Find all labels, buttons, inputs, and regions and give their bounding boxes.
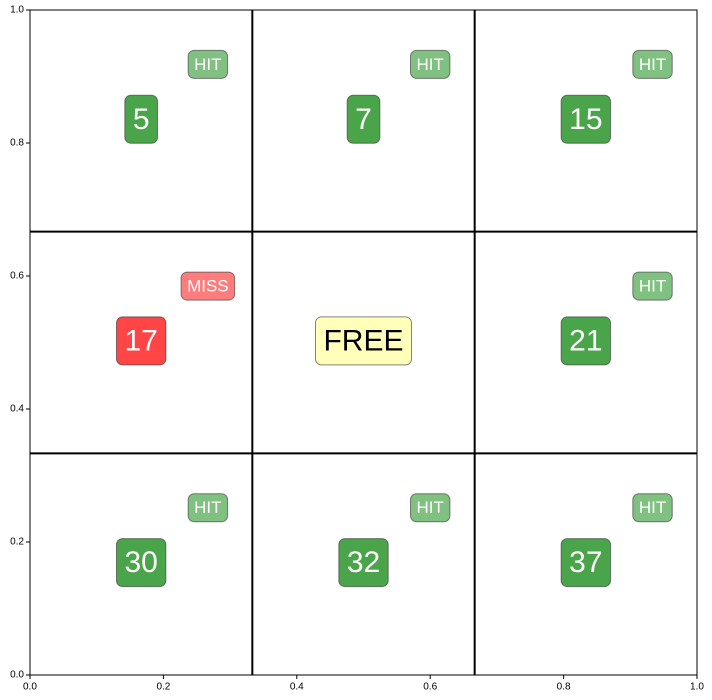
cell-number: 30 <box>124 546 157 579</box>
badge-box <box>560 538 612 588</box>
cell: 32 HIT <box>338 493 451 588</box>
badge-box <box>314 316 413 366</box>
status-label: HIT <box>417 55 444 74</box>
cell-number: 21 <box>569 324 602 357</box>
badge-box <box>338 538 389 588</box>
badge-box <box>346 94 381 144</box>
badge-box <box>124 94 159 144</box>
status-label: MISS <box>187 277 229 296</box>
x-tick-label: 0.2 <box>156 682 170 693</box>
badge-box <box>632 493 673 523</box>
badge-box <box>632 271 673 301</box>
cell: 5 HIT <box>124 49 229 144</box>
status-label: HIT <box>639 277 666 296</box>
cell-number: FREE <box>323 324 403 357</box>
status-label: HIT <box>194 55 221 74</box>
cell-number: 37 <box>569 546 602 579</box>
badge-box <box>187 49 229 79</box>
cell: 37 HIT <box>560 493 673 588</box>
cell-number: 17 <box>124 324 157 357</box>
badge-box <box>410 493 451 523</box>
y-tick-label: 0.2 <box>10 537 24 548</box>
badge-box <box>187 493 229 523</box>
badge-box <box>115 316 167 366</box>
plot-frame <box>29 9 698 676</box>
y-tick-label: 0.0 <box>10 670 24 681</box>
cell-number: 7 <box>355 103 372 136</box>
x-tick-label: 0.4 <box>290 682 304 693</box>
x-tick-label: 1.0 <box>690 682 704 693</box>
badge-box <box>632 49 673 79</box>
x-tick-label: 0.8 <box>557 682 571 693</box>
status-label: HIT <box>639 498 666 517</box>
badge-box <box>560 94 612 144</box>
y-tick-label: 0.6 <box>10 271 24 282</box>
x-tick-label: 0.0 <box>23 682 37 693</box>
badge-box <box>560 316 612 366</box>
cell: FREE <box>314 316 413 366</box>
cell: 21 HIT <box>560 271 673 366</box>
cell: 30 HIT <box>115 493 229 588</box>
cell-number: 32 <box>347 546 380 579</box>
cell: 17 MISS <box>115 271 236 366</box>
cell: 15 HIT <box>560 49 673 144</box>
cell-number: 5 <box>133 103 150 136</box>
badge-box <box>180 271 236 301</box>
y-tick-label: 0.4 <box>10 404 24 415</box>
cell-number: 15 <box>569 103 602 136</box>
badge-box <box>115 538 167 588</box>
status-label: HIT <box>639 55 666 74</box>
status-label: HIT <box>417 498 444 517</box>
y-tick-label: 0.8 <box>10 138 24 149</box>
y-tick-label: 1.0 <box>10 5 24 16</box>
badge-box <box>410 49 451 79</box>
cell: 7 HIT <box>346 49 451 144</box>
x-tick-label: 0.6 <box>423 682 437 693</box>
status-label: HIT <box>194 498 221 517</box>
